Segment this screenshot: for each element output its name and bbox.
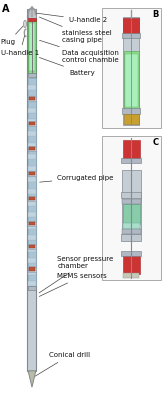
Bar: [121, 158, 141, 163]
Bar: [121, 192, 141, 198]
Bar: [28, 286, 36, 290]
Bar: [28, 189, 36, 194]
Bar: [29, 23, 35, 71]
Bar: [102, 136, 161, 280]
Text: Sensor pressure
chamber: Sensor pressure chamber: [39, 256, 114, 293]
Bar: [28, 258, 36, 263]
Bar: [28, 9, 37, 371]
Text: Data acquisition
control chamble: Data acquisition control chamble: [40, 40, 119, 63]
Text: U-handle 2: U-handle 2: [37, 13, 107, 23]
Bar: [29, 147, 35, 150]
Bar: [28, 177, 36, 182]
Bar: [125, 54, 138, 107]
Bar: [122, 229, 141, 234]
Bar: [123, 223, 140, 229]
Bar: [121, 234, 141, 241]
Bar: [28, 96, 36, 102]
Bar: [28, 120, 36, 125]
Bar: [122, 199, 141, 204]
Bar: [28, 121, 36, 126]
Bar: [123, 17, 139, 125]
Bar: [28, 200, 36, 206]
Bar: [121, 251, 141, 256]
Ellipse shape: [24, 20, 27, 28]
Bar: [28, 96, 36, 101]
Bar: [29, 172, 35, 175]
Bar: [122, 33, 140, 38]
Text: Conical drill: Conical drill: [35, 352, 90, 376]
Bar: [28, 224, 36, 229]
Polygon shape: [28, 371, 36, 387]
Bar: [28, 78, 36, 286]
Text: MEMS sensors: MEMS sensors: [39, 273, 107, 296]
Bar: [124, 51, 139, 109]
Bar: [28, 270, 36, 275]
Bar: [28, 108, 36, 113]
Bar: [123, 204, 140, 224]
Bar: [124, 114, 139, 124]
Bar: [123, 108, 140, 114]
Bar: [28, 85, 36, 90]
Text: A: A: [2, 4, 9, 14]
Bar: [28, 166, 36, 171]
Bar: [123, 140, 140, 159]
Text: Plug: Plug: [1, 26, 23, 45]
Bar: [28, 281, 36, 286]
Bar: [28, 18, 36, 21]
Bar: [29, 197, 35, 200]
Bar: [123, 18, 139, 34]
Bar: [28, 142, 36, 148]
Bar: [29, 122, 35, 126]
Text: U-handle 1: U-handle 1: [1, 36, 39, 56]
Bar: [122, 170, 141, 234]
Bar: [28, 171, 36, 176]
Bar: [28, 131, 36, 136]
Text: Corrugated pipe: Corrugated pipe: [40, 175, 114, 182]
Bar: [28, 246, 36, 252]
Text: stainless steel
casing pipe: stainless steel casing pipe: [39, 17, 112, 43]
Bar: [28, 196, 36, 201]
Bar: [29, 97, 35, 100]
Text: C: C: [153, 138, 159, 147]
Bar: [28, 212, 36, 217]
Bar: [28, 154, 36, 159]
Bar: [28, 267, 36, 272]
Bar: [28, 9, 36, 18]
Bar: [123, 273, 139, 278]
Bar: [29, 268, 35, 271]
Bar: [29, 244, 35, 248]
Text: B: B: [153, 10, 159, 19]
Bar: [28, 146, 36, 151]
Bar: [28, 244, 36, 249]
Bar: [123, 255, 140, 274]
Bar: [29, 222, 35, 225]
Bar: [28, 221, 36, 226]
Bar: [102, 8, 161, 128]
Bar: [28, 73, 36, 77]
Text: Battery: Battery: [39, 58, 95, 76]
Bar: [28, 21, 36, 73]
Bar: [28, 235, 36, 240]
